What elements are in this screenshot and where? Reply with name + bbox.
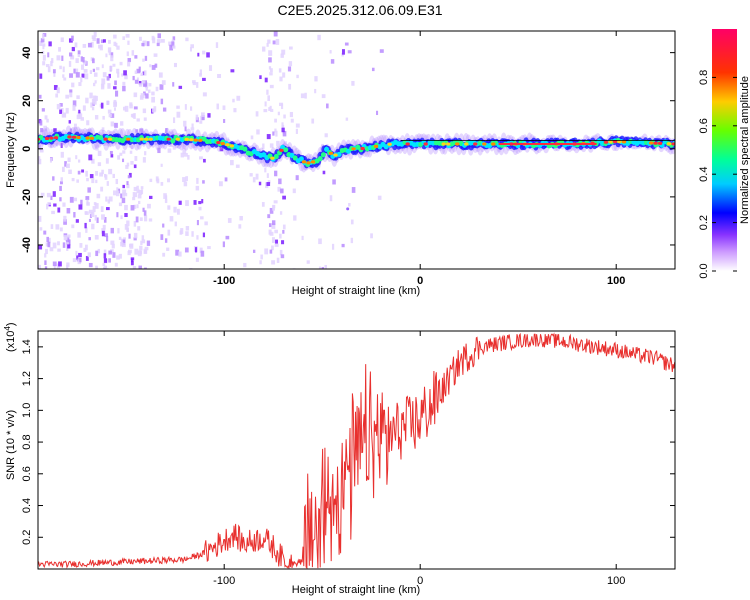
snr-scale-base: (x10 bbox=[5, 331, 17, 352]
spectrogram-plot-area bbox=[38, 31, 675, 269]
colorbar-tick-label: 0.0 bbox=[698, 263, 710, 278]
spectrogram-noise-speckle bbox=[38, 31, 384, 269]
snr-x-tick-label: 100 bbox=[607, 575, 625, 587]
colorbar-tick-label: 0.4 bbox=[698, 167, 710, 182]
snr-y-tick-label: 0.4 bbox=[21, 498, 33, 513]
colorbar-gradient bbox=[712, 29, 737, 271]
snr-series-line bbox=[38, 332, 675, 569]
spectrogram-y-tick-label: -40 bbox=[21, 237, 33, 253]
spectrogram-x-axis: -100 0 100 bbox=[213, 31, 625, 287]
snr-y-axis: 0.2 0.4 0.6 0.8 1.0 1.2 1.4 bbox=[21, 339, 675, 545]
snr-y-tick-label: 0.2 bbox=[21, 530, 33, 545]
snr-x-axis: -100 0 100 bbox=[213, 331, 625, 587]
snr-y-tick-label: 1.0 bbox=[21, 403, 33, 418]
spectrogram-x-tick-label: 100 bbox=[607, 275, 625, 287]
spectrogram-y-tick-label: 40 bbox=[21, 47, 33, 59]
snr-x-tick-label: -100 bbox=[213, 575, 235, 587]
colorbar-tick-label: 0.2 bbox=[698, 215, 710, 230]
snr-y-tick-label: 0.8 bbox=[21, 434, 33, 449]
colorbar: 0.0 0.2 0.4 0.6 0.8 Normalized spectral ampl… bbox=[698, 29, 750, 279]
snr-panel: -100 0 100 0.2 0.4 0.6 0.8 1.0 1.2 1.4 Height of… bbox=[3, 322, 676, 596]
snr-x-tick-label: 0 bbox=[417, 575, 423, 587]
spectrogram-x-tick-label: 0 bbox=[417, 275, 423, 287]
spectrogram-y-label: Frequency (Hz) bbox=[5, 112, 17, 188]
chart-title: C2E5.2025.312.06.09.E31 bbox=[277, 2, 442, 18]
snr-x-label: Height of straight line (km) bbox=[292, 584, 420, 596]
snr-y-tick-label: 0.6 bbox=[21, 466, 33, 481]
snr-y-label: SNR (10 * v/v) bbox=[5, 410, 17, 480]
snr-frame bbox=[37, 330, 676, 570]
colorbar-tick-label: 0.8 bbox=[698, 70, 710, 85]
snr-scale-close: ) bbox=[5, 322, 17, 326]
spectrogram-x-label: Height of straight line (km) bbox=[292, 285, 420, 297]
colorbar-ticks: 0.0 0.2 0.4 0.6 0.8 bbox=[698, 70, 737, 279]
spectrogram-panel: -100 0 100 -40 -20 0 20 40 Height of straight … bbox=[5, 30, 676, 297]
snr-y-tick-label: 1.4 bbox=[21, 339, 33, 354]
spectrogram-x-tick-label: -100 bbox=[213, 275, 235, 287]
spectrogram-y-tick-label: 0 bbox=[21, 146, 33, 152]
spectrogram-y-axis: -40 -20 0 20 40 bbox=[21, 47, 675, 253]
snr-y-tick-label: 1.2 bbox=[21, 371, 33, 386]
spectrogram-y-tick-label: -20 bbox=[21, 189, 33, 205]
colorbar-label: Normalized spectral amplitude bbox=[739, 76, 750, 224]
snr-scale-exponent: 4 bbox=[3, 326, 12, 331]
spectrogram-frame bbox=[37, 30, 676, 270]
snr-scale-label: (x104) bbox=[3, 322, 17, 352]
spectrogram-y-tick-label: 20 bbox=[21, 95, 33, 107]
spectrogram-ridge bbox=[38, 125, 675, 173]
colorbar-tick-label: 0.6 bbox=[698, 118, 710, 133]
